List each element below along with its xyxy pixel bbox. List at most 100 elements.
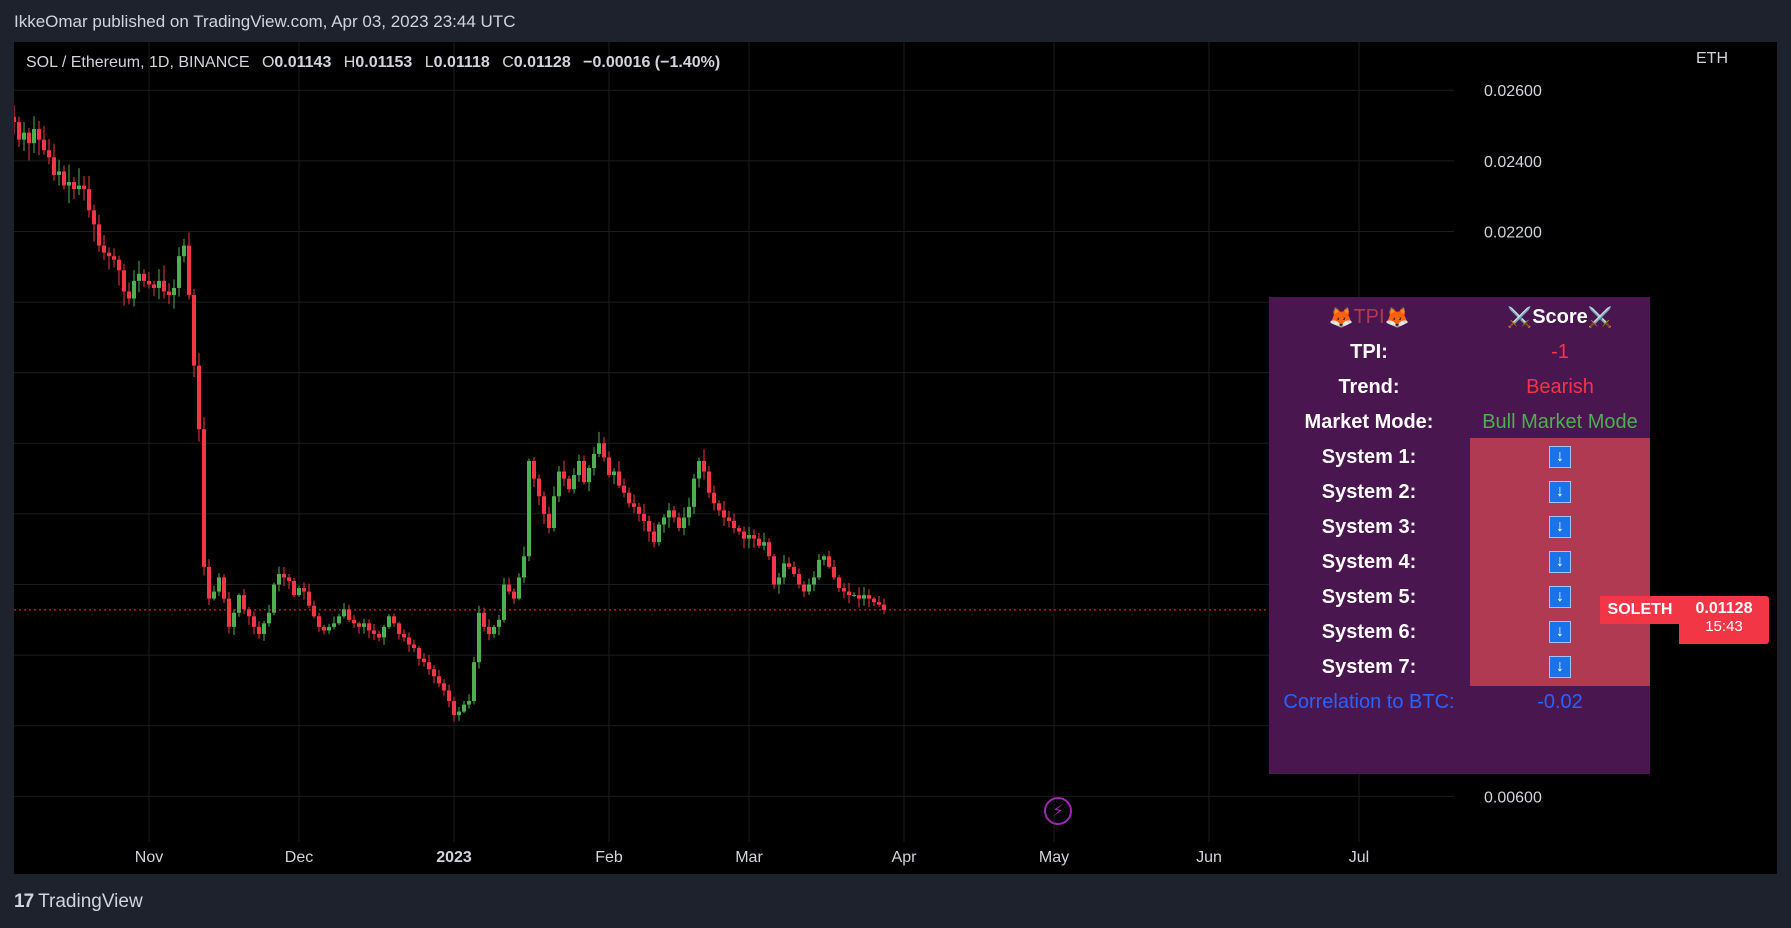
candle-body [332, 623, 336, 627]
candle-body [297, 588, 301, 596]
candle-body [257, 626, 261, 634]
candle-body [702, 460, 706, 472]
candle-body [57, 171, 61, 175]
candle-body [397, 623, 401, 634]
candle-body [287, 577, 291, 581]
candle-body [507, 584, 511, 592]
table-header-tpi: 🦊 TPI 🦊 [1269, 297, 1469, 337]
table-row-system-5: System 5: ↓ [1269, 577, 1650, 617]
candle-body [97, 224, 101, 246]
candle-body [792, 566, 796, 574]
system-signal-cell: ↓ [1470, 438, 1650, 476]
candle-body [822, 556, 826, 560]
time-tick-label: Apr [892, 849, 918, 866]
candle-body [147, 280, 151, 285]
candle-body [152, 284, 156, 288]
candle-body [372, 630, 376, 634]
candle-body [202, 429, 206, 567]
candle-body [127, 291, 131, 299]
candle-body [22, 132, 26, 140]
candle-body [547, 513, 551, 529]
down-arrow-icon: ↓ [1549, 516, 1571, 538]
candle-body [882, 604, 886, 610]
candle-body [692, 478, 696, 507]
correlation-value: -0.02 [1537, 690, 1583, 713]
candle-body [182, 245, 186, 257]
price-axis-currency: ETH [1696, 50, 1728, 67]
candle-body [697, 460, 701, 479]
candle-body [622, 485, 626, 493]
candle-body [277, 573, 281, 585]
candle-body [102, 245, 106, 253]
candle-body [642, 513, 646, 521]
candle-body [67, 182, 71, 186]
system-label: System 7: [1321, 655, 1417, 678]
candle-body [227, 598, 231, 627]
system-label: System 4: [1321, 550, 1417, 573]
candle-body [842, 588, 846, 592]
candle-body [307, 591, 311, 606]
candle-body [492, 626, 496, 634]
candle-body [82, 185, 86, 190]
candle-body [737, 528, 741, 532]
candle-body [157, 280, 161, 288]
candle-body [587, 468, 591, 483]
candle-body [292, 580, 296, 596]
candle-body [42, 139, 46, 151]
candle-body [722, 510, 726, 518]
down-arrow-icon: ↓ [1549, 551, 1571, 573]
candle-body [217, 577, 221, 592]
row-label: Market Mode: [1304, 410, 1434, 433]
table-row-system-1: System 1: ↓ [1269, 437, 1650, 477]
candle-body [592, 453, 596, 469]
time-tick-label: Mar [735, 849, 763, 866]
price-tick-label: 0.02200 [1484, 224, 1542, 241]
time-tick-label: Jul [1349, 849, 1369, 866]
candle-body [577, 460, 581, 476]
candle-body [322, 626, 326, 631]
candle-body [262, 623, 266, 634]
candle-body [117, 259, 121, 271]
candle-body [187, 245, 191, 296]
row-label: TPI: [1350, 340, 1388, 363]
candle-body [832, 566, 836, 578]
candle-body [472, 662, 476, 702]
table-row-system-2: System 2: ↓ [1269, 472, 1650, 512]
candle-body [417, 648, 421, 659]
candle-body [192, 295, 196, 366]
candle-body [802, 584, 806, 592]
legend-open-label: O [261, 54, 275, 71]
candle-body [657, 524, 661, 543]
last-price-tag: 0.01128 15:43 [1679, 596, 1769, 644]
symbol-legend: SOL / Ethereum, 1D, BINANCE O0.01143 H0.… [26, 54, 720, 72]
candle-body [847, 591, 851, 596]
time-tick-label: Dec [285, 849, 313, 866]
candle-body [132, 280, 136, 299]
system-signal-cell: ↓ [1470, 648, 1650, 686]
candle-body [172, 287, 176, 296]
candle-body [517, 577, 521, 599]
fox-icon: 🦊 [1384, 306, 1410, 329]
legend-low: 0.01118 [433, 54, 490, 71]
candle-body [817, 559, 821, 578]
candle-body [727, 517, 731, 521]
candle-body [712, 492, 716, 504]
candle-body [627, 492, 631, 504]
table-row-system-4: System 4: ↓ [1269, 542, 1650, 582]
candle-body [457, 711, 461, 716]
candle-body [782, 563, 786, 578]
lightning-icon[interactable]: ⚡ [1044, 797, 1072, 825]
tradingview-logo[interactable]: 17 TradingView [14, 891, 143, 913]
candle-body [197, 365, 201, 430]
candle-body [837, 577, 841, 589]
candle-body [207, 566, 211, 599]
candle-body [27, 132, 31, 144]
down-arrow-icon: ↓ [1549, 621, 1571, 643]
candle-body [177, 256, 181, 288]
system-label: System 1: [1321, 445, 1417, 468]
top-bar: IkkeOmar published on TradingView.com, A… [0, 0, 1791, 42]
candle-body [552, 496, 556, 529]
table-header-score: ⚔️ Score ⚔️ [1470, 297, 1650, 337]
candle-body [677, 517, 681, 529]
candle-body [387, 616, 391, 627]
